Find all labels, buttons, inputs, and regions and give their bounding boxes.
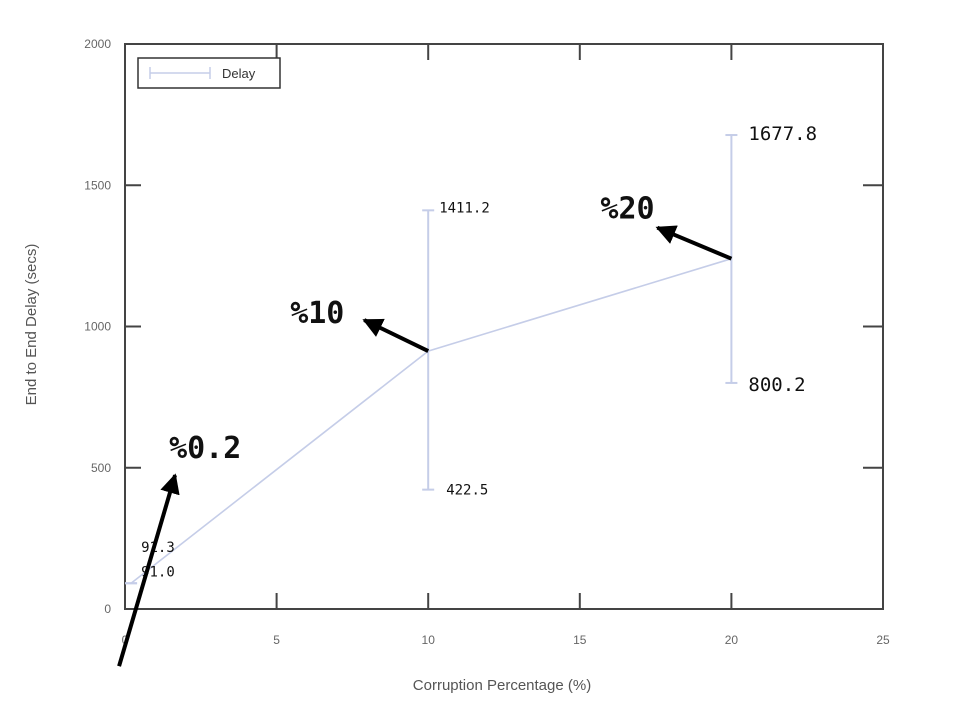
x-tick-label: 5 <box>273 633 280 647</box>
data-label: 800.2 <box>748 374 805 396</box>
data-label: 422.5 <box>446 483 488 499</box>
series-line <box>130 257 732 584</box>
data-label: 1411.2 <box>439 200 490 216</box>
data-label: 1677.8 <box>748 123 817 145</box>
axes: 05101520250500100015002000Corruption Per… <box>23 37 890 694</box>
y-tick-label: 2000 <box>84 37 111 51</box>
callout-arrow <box>655 225 733 261</box>
callout-arrow <box>117 473 180 667</box>
data-label: 91.3 <box>141 540 175 556</box>
y-tick-label: 0 <box>104 602 111 616</box>
legend-label: Delay <box>222 66 256 81</box>
x-tick-label: 15 <box>573 633 587 647</box>
x-tick-label: 25 <box>876 633 890 647</box>
legend: Delay <box>137 57 281 89</box>
y-axis-label: End to End Delay (secs) <box>23 244 40 406</box>
x-tick-label: 20 <box>725 633 739 647</box>
y-tick-label: 1500 <box>84 178 111 192</box>
callout-label: %0.2 <box>169 431 241 466</box>
callout-label: %10 <box>290 296 344 331</box>
x-tick-label: 10 <box>422 633 436 647</box>
y-tick-label: 500 <box>91 461 111 475</box>
x-axis-label: Corruption Percentage (%) <box>413 677 591 694</box>
callout-label: %20 <box>600 192 654 227</box>
callout-arrow <box>362 318 430 353</box>
y-tick-label: 1000 <box>84 320 111 334</box>
